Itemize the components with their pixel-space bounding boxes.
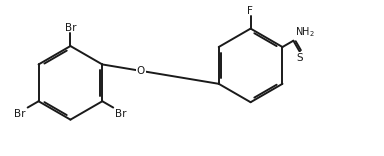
Text: Br: Br: [14, 109, 26, 119]
Text: S: S: [297, 53, 303, 63]
Text: O: O: [137, 66, 145, 76]
Text: F: F: [247, 5, 253, 16]
Text: Br: Br: [115, 109, 127, 119]
Text: NH$_2$: NH$_2$: [295, 25, 315, 39]
Text: Br: Br: [65, 23, 76, 33]
